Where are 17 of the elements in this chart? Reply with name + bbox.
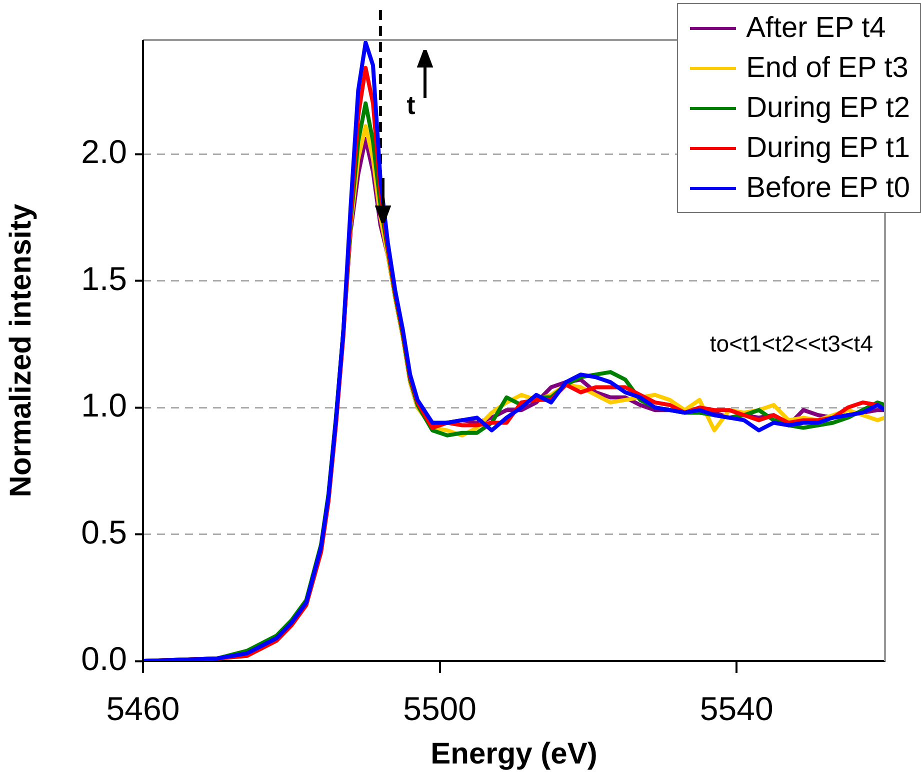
legend-label: During EP t2 bbox=[746, 91, 910, 126]
legend-label: After EP t4 bbox=[746, 11, 886, 46]
x-axis-title: Energy (eV) bbox=[430, 737, 598, 770]
annotation: to<t1<t2<<t3<t4 bbox=[710, 330, 874, 356]
y-tick-label: 0.5 bbox=[81, 513, 127, 550]
annotation: t bbox=[406, 90, 416, 120]
legend-label: End of EP t3 bbox=[746, 51, 908, 86]
y-tick-label: 1.0 bbox=[81, 386, 127, 424]
legend-label: Before EP t0 bbox=[746, 171, 910, 206]
legend-label: During EP t1 bbox=[746, 131, 910, 166]
y-tick-label: 1.5 bbox=[81, 260, 127, 297]
x-tick-label: 5500 bbox=[403, 690, 477, 727]
x-tick-label: 5460 bbox=[106, 690, 180, 727]
y-axis-title: Normalized intensity bbox=[4, 203, 38, 498]
y-tick-label: 0.0 bbox=[81, 640, 127, 678]
y-tick-label: 2.0 bbox=[81, 133, 127, 170]
x-tick-label: 5540 bbox=[700, 690, 774, 727]
